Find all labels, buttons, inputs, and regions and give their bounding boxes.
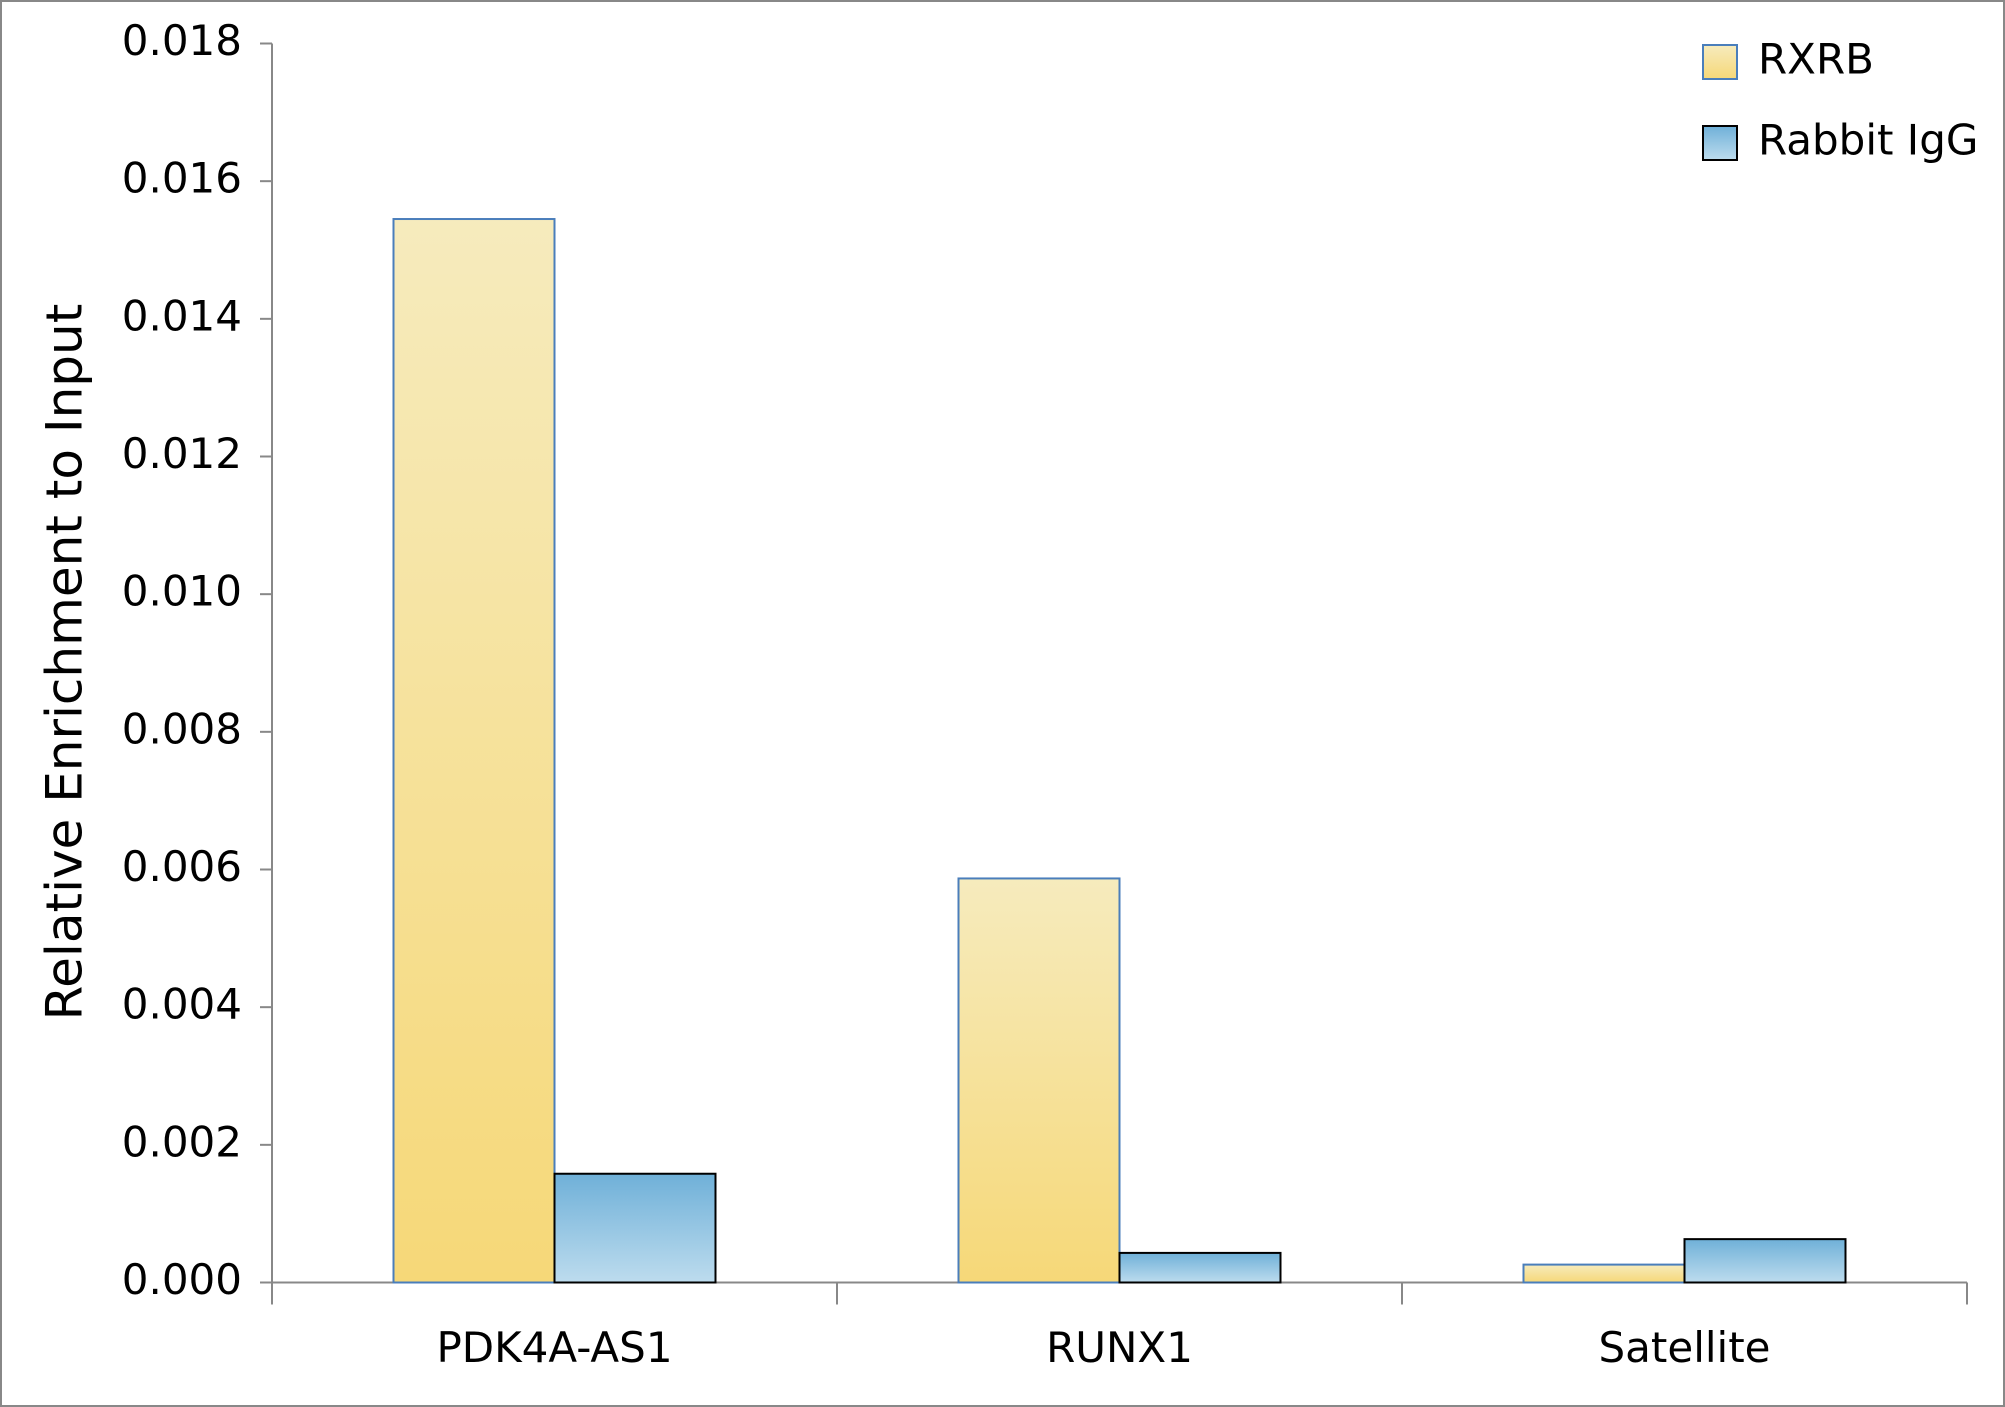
y-tick-label: 0.002 bbox=[122, 1117, 242, 1166]
y-axis-title: Relative Enrichment to Input bbox=[36, 304, 94, 1021]
y-tick-label: 0.014 bbox=[122, 291, 242, 340]
bar bbox=[392, 218, 556, 1284]
legend-label: RXRB bbox=[1758, 35, 1874, 84]
y-tick-label: 0.018 bbox=[122, 16, 242, 65]
bar bbox=[1683, 1238, 1847, 1284]
y-tick-label: 0.006 bbox=[122, 842, 242, 891]
legend-label: Rabbit IgG bbox=[1758, 116, 1978, 165]
x-tick-label: PDK4A-AS1 bbox=[436, 1323, 672, 1372]
y-tick-label: 0.000 bbox=[122, 1255, 242, 1304]
x-tick-label: Satellite bbox=[1598, 1323, 1770, 1372]
y-tick-label: 0.016 bbox=[122, 154, 242, 203]
y-tick-label: 0.010 bbox=[122, 567, 242, 616]
x-tick-label: RUNX1 bbox=[1046, 1323, 1193, 1372]
legend-swatch bbox=[1702, 44, 1738, 80]
legend-swatch bbox=[1702, 125, 1738, 161]
bar bbox=[957, 877, 1121, 1284]
y-tick-label: 0.008 bbox=[122, 704, 242, 753]
bar bbox=[1522, 1263, 1686, 1284]
y-tick-label: 0.012 bbox=[122, 429, 242, 478]
bar bbox=[1118, 1251, 1282, 1284]
bar bbox=[553, 1172, 717, 1284]
y-tick-label: 0.004 bbox=[122, 980, 242, 1029]
